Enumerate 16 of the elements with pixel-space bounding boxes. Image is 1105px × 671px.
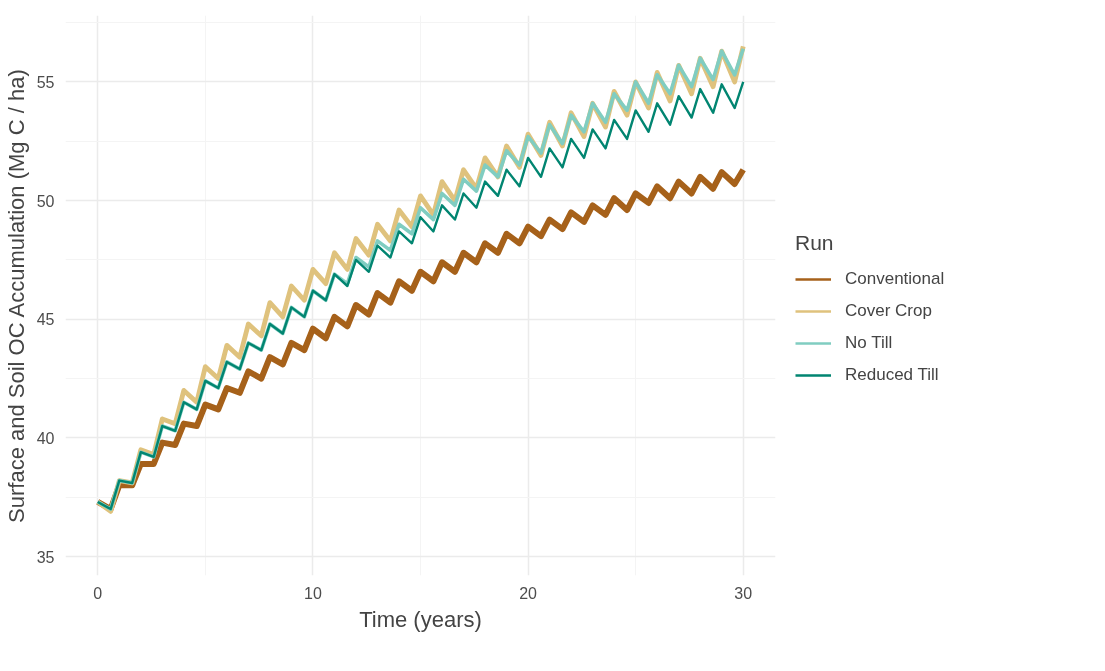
y-tick-label: 50 bbox=[36, 192, 55, 210]
y-tick-label: 55 bbox=[36, 73, 55, 91]
y-axis-title: Surface and Soil OC Accumulation (Mg C / ha) bbox=[3, 69, 29, 523]
y-tick-label: 40 bbox=[36, 429, 55, 447]
x-axis-title: Time (years) bbox=[359, 606, 482, 632]
x-tick-label: 30 bbox=[734, 584, 753, 602]
legend-label: No Till bbox=[845, 333, 893, 353]
legend-title: Run bbox=[795, 231, 835, 255]
x-tick-label: 10 bbox=[304, 584, 322, 602]
y-tick-label: 45 bbox=[36, 311, 55, 329]
x-tick-label: 20 bbox=[519, 584, 538, 602]
y-tick-label: 35 bbox=[36, 548, 55, 566]
x-tick-label: 0 bbox=[93, 584, 103, 602]
legend-label: Cover Crop bbox=[845, 301, 932, 321]
legend-label: Conventional bbox=[845, 269, 945, 289]
legend-label: Reduced Till bbox=[845, 365, 939, 385]
